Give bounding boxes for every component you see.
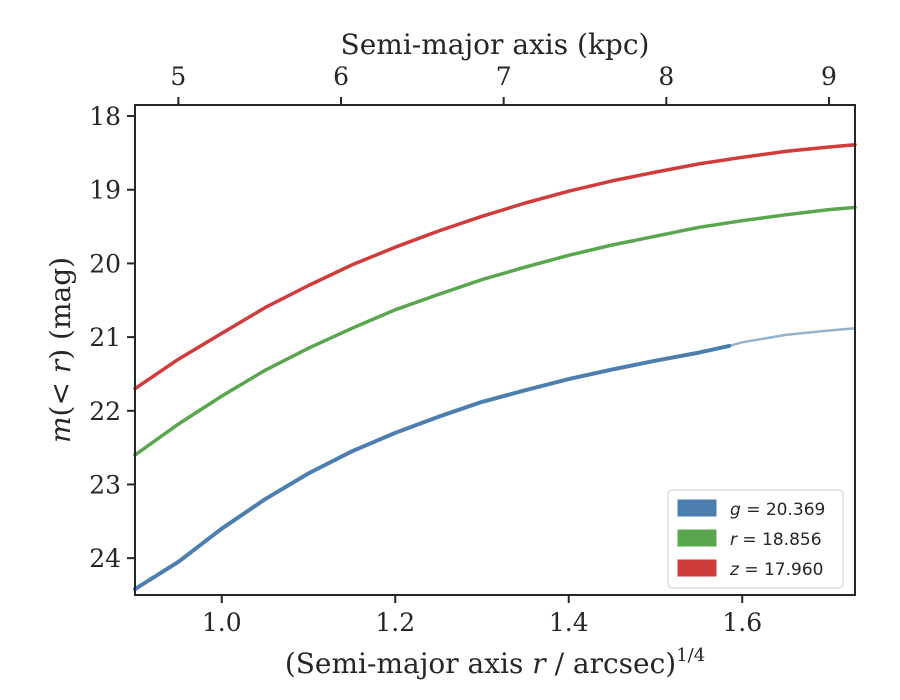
y-tick-label: 22 [89, 397, 121, 426]
legend-label-g: g = 20.369 [730, 500, 825, 520]
y-tick-label: 18 [89, 102, 121, 131]
y-axis: 18 19 20 21 22 23 24 [89, 102, 135, 573]
x-axis-title: (Semi-major axis r / arcsec)1/4 [285, 645, 705, 680]
x-axis: 1.0 1.2 1.4 1.6 [202, 595, 762, 637]
y-tick-label: 23 [89, 470, 121, 499]
top-x-tick-label: 6 [333, 62, 349, 91]
y-tick-label: 21 [89, 323, 121, 352]
y-tick-label: 19 [89, 176, 121, 205]
series-line-z [133, 143, 857, 391]
legend-label-r: r = 18.856 [730, 530, 822, 550]
series-line-g [133, 343, 732, 592]
legend-swatch-r [677, 529, 717, 547]
legend: g = 20.369 r = 18.856 z = 17.960 [667, 489, 844, 589]
x-tick-label: 1.0 [202, 608, 242, 637]
top-x-tick-label: 5 [170, 62, 186, 91]
plot-frame [134, 104, 856, 596]
y-tick-label: 20 [89, 249, 121, 278]
legend-entry-z: z = 17.960 [677, 559, 823, 580]
top-x-tick-label: 7 [496, 62, 512, 91]
y-axis-title: m(< r) (mag) [44, 257, 77, 443]
top-x-tick-label: 9 [821, 62, 837, 91]
top-x-tick-label: 8 [658, 62, 674, 91]
x-tick-label: 1.6 [722, 608, 762, 637]
series-line-r [133, 205, 857, 457]
legend-entry-g: g = 20.369 [677, 499, 825, 520]
legend-swatch-g [677, 499, 717, 517]
top-x-axis: 5 6 7 8 9 [170, 62, 837, 105]
y-tick-label: 24 [89, 544, 121, 573]
legend-entry-r: r = 18.856 [677, 529, 822, 550]
plot-area [133, 143, 857, 592]
series-line-g-extrapolated [727, 327, 857, 348]
legend-label-z: z = 17.960 [729, 560, 823, 580]
x-tick-label: 1.4 [549, 608, 589, 637]
legend-swatch-z [677, 559, 717, 577]
x-tick-label: 1.2 [375, 608, 415, 637]
top-x-axis-title: Semi-major axis (kpc) [341, 28, 650, 61]
